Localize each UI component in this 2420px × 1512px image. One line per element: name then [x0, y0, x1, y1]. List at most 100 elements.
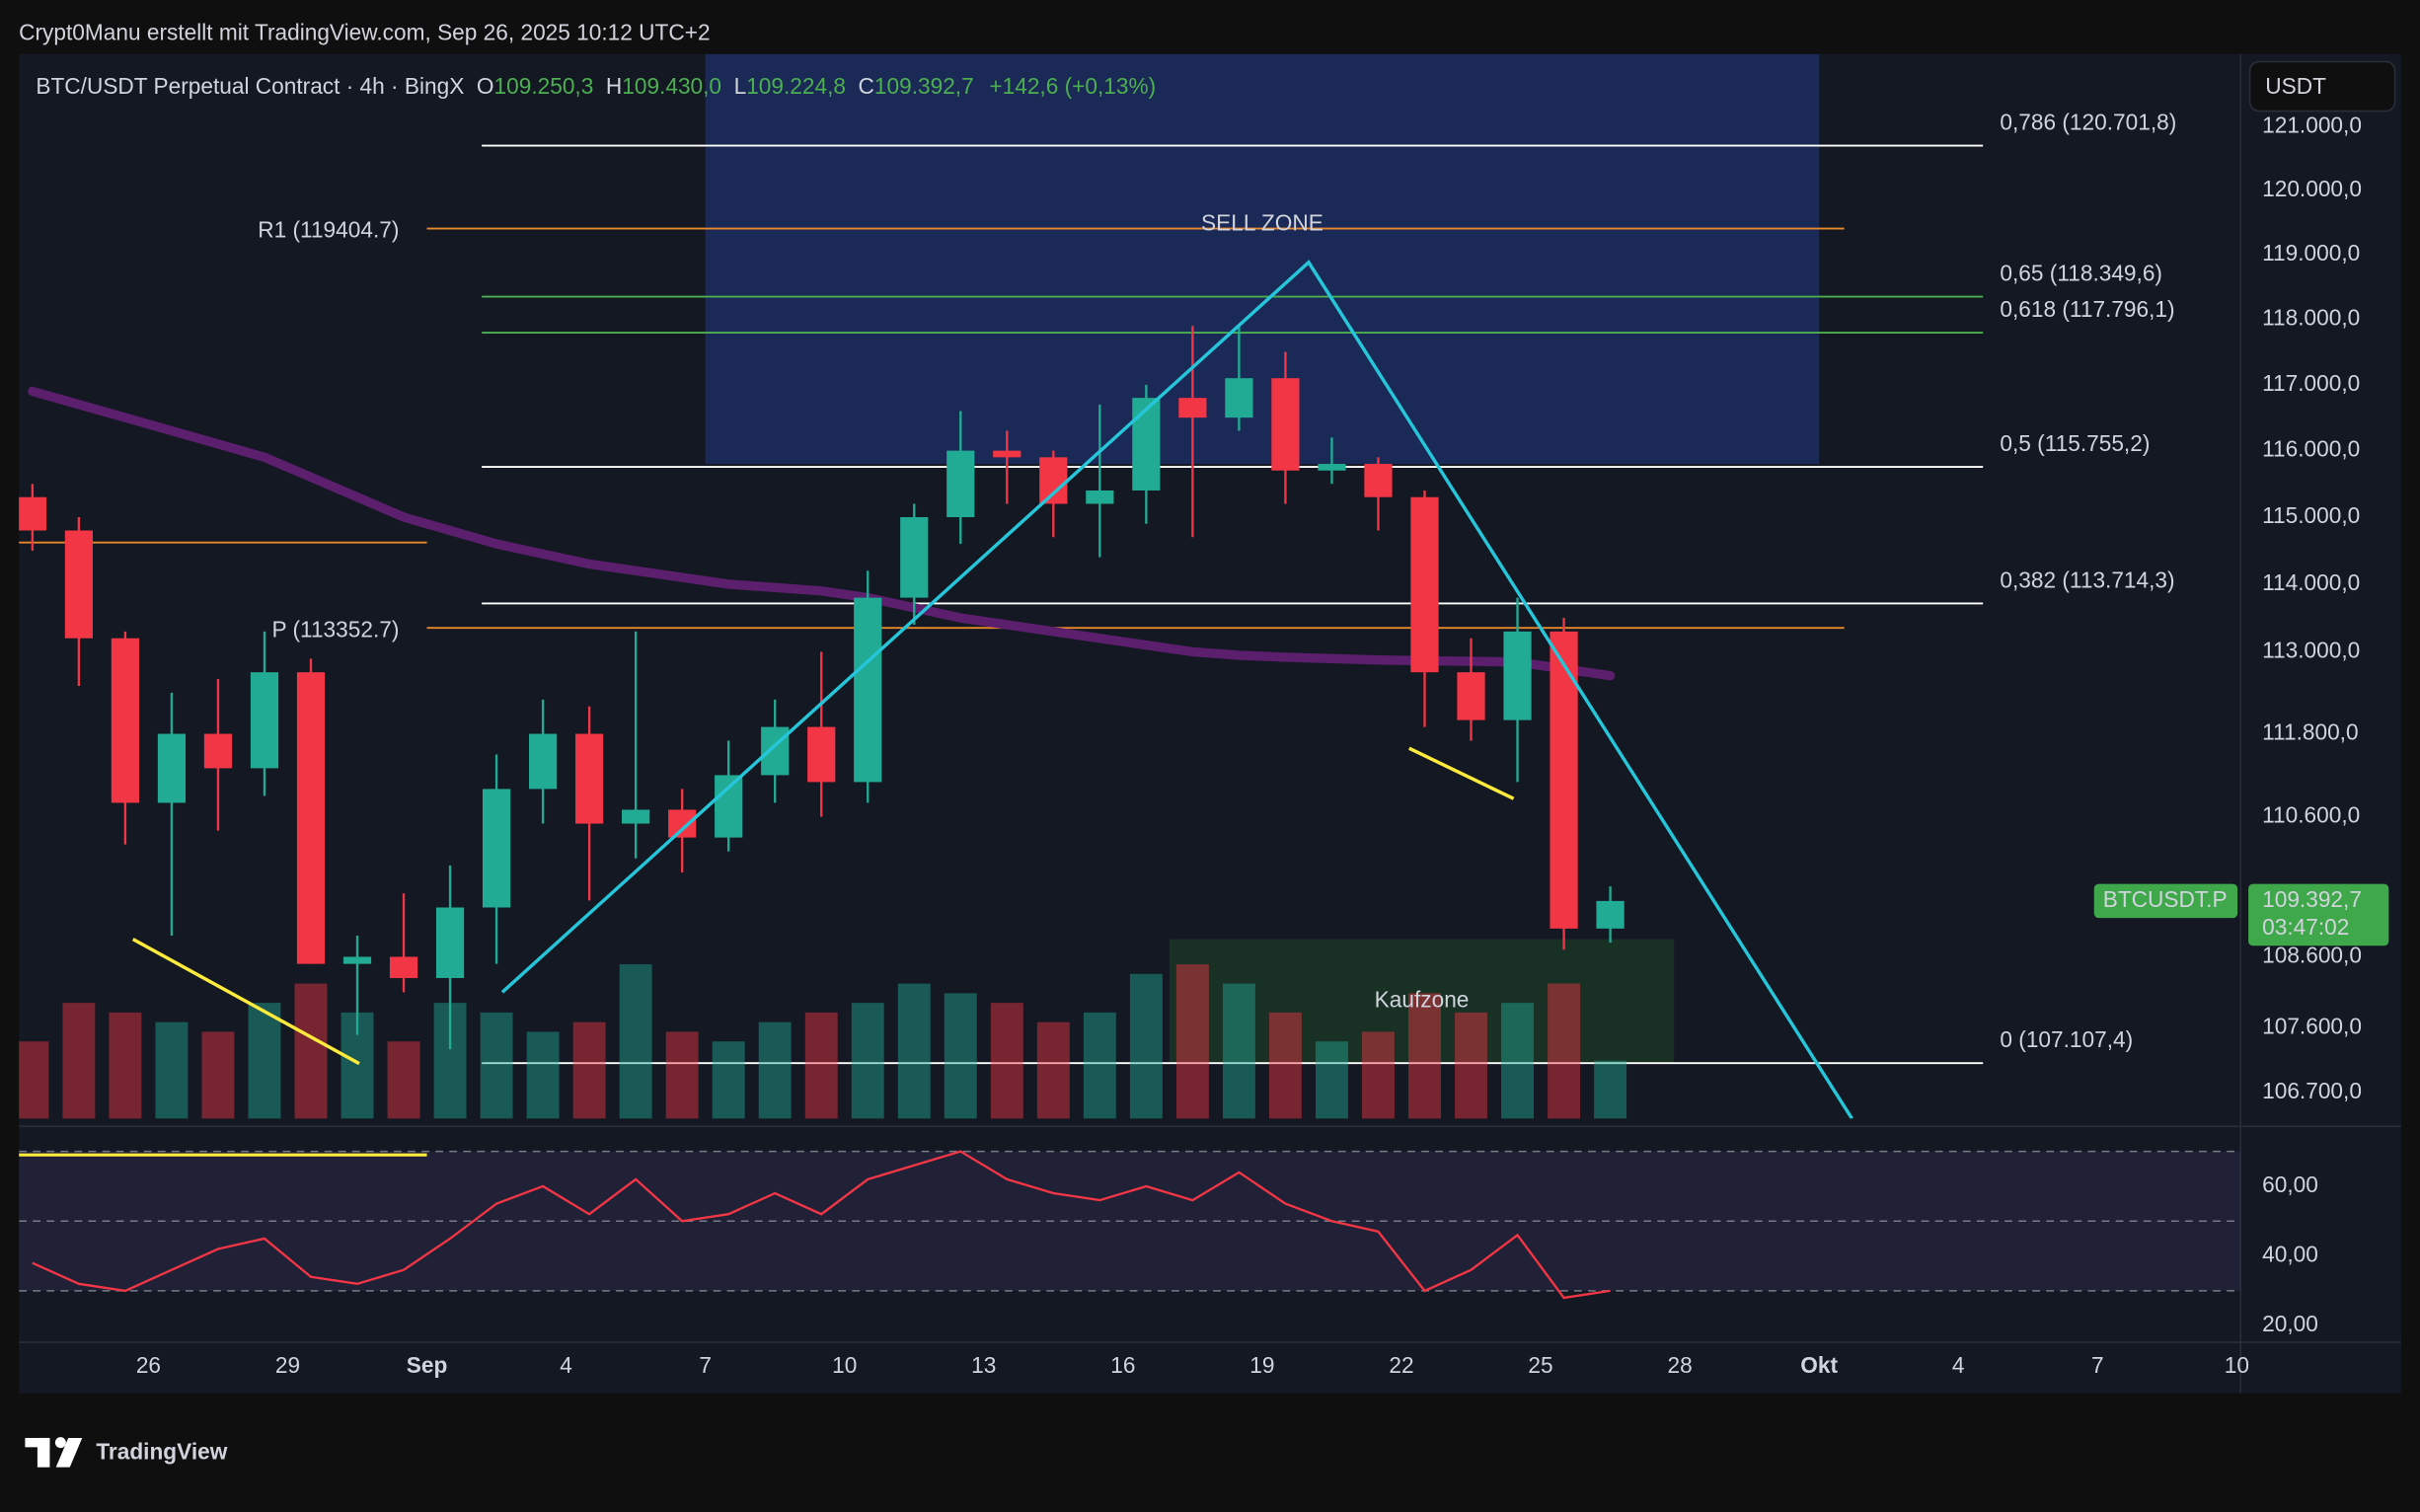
y-tick-label: 108.600,0	[2262, 942, 2362, 967]
fib-label: 0,65 (118.349,6)	[2000, 261, 2162, 286]
price-tag	[2248, 883, 2389, 946]
x-tick-label: Okt	[1800, 1352, 1838, 1378]
rsi-pane	[19, 1150, 2241, 1300]
candle-body	[715, 775, 743, 838]
symbol-label: BTCUSDT.P	[2103, 886, 2228, 912]
volume-bar	[201, 1031, 235, 1119]
volume-bar	[665, 1031, 699, 1119]
volume-bar	[1268, 1012, 1302, 1119]
candle-body	[296, 672, 326, 964]
candle-body	[1596, 900, 1625, 929]
price-label: 109.392,7	[2262, 886, 2362, 912]
currency-box[interactable]	[2248, 60, 2396, 113]
candle-body	[1364, 464, 1393, 497]
currency[interactable]: USDT	[2265, 73, 2326, 99]
x-tick-label: 10	[2225, 1352, 2249, 1378]
brand: TradingView	[96, 1439, 227, 1465]
volume-bar	[1129, 973, 1163, 1119]
volume-bar	[851, 1003, 884, 1119]
candle-body	[528, 733, 558, 790]
volume-bar	[387, 1041, 420, 1119]
volume-bar	[804, 1012, 838, 1119]
y-tick-label: 120.000,0	[2262, 176, 2362, 201]
y-tick-label: 121.000,0	[2262, 112, 2362, 137]
x-tick-label: 19	[1249, 1352, 1274, 1378]
candle-body	[1271, 378, 1300, 471]
zone-label: SELL ZONE	[1201, 210, 1323, 236]
legend-value: 109.224,8	[746, 73, 846, 99]
volume-bar	[1315, 1041, 1348, 1119]
candle-body	[1410, 496, 1439, 673]
pivot-label: P (113352.7)	[272, 616, 400, 642]
volume-bar	[1594, 1060, 1627, 1119]
candle-body	[111, 638, 140, 803]
legend-key: O	[477, 73, 494, 99]
legend-key: L	[734, 73, 747, 99]
volume-bar	[572, 1021, 606, 1119]
x-tick-label: 28	[1667, 1352, 1692, 1378]
y-tick-label: 110.600,0	[2262, 801, 2360, 827]
logo-part	[37, 1437, 50, 1468]
y-tick-label: 111.800,0	[2262, 719, 2358, 745]
x-tick-label: 10	[832, 1352, 857, 1378]
volume-bar	[897, 983, 931, 1119]
volume-bar	[1036, 1021, 1070, 1119]
candle-body	[1550, 631, 1578, 929]
fib-label: 0,382 (113.714,3)	[2000, 567, 2174, 593]
volume-bar	[1362, 1031, 1395, 1119]
x-tick-label: Sep	[407, 1352, 448, 1378]
candle-body	[482, 789, 511, 908]
x-tick-label: 29	[275, 1352, 300, 1378]
volume-bar	[1083, 1012, 1116, 1119]
volume-bar	[990, 1003, 1023, 1119]
countdown: 03:47:02	[2262, 914, 2349, 940]
volume-bar	[944, 993, 977, 1119]
legend-value: 109.392,7	[874, 73, 974, 99]
volume-bar	[1408, 993, 1441, 1119]
x-tick-label: 7	[699, 1352, 712, 1378]
x-tick-label: 22	[1389, 1352, 1413, 1378]
logo-part	[55, 1437, 83, 1468]
volume-bar	[526, 1031, 560, 1119]
volume-bar	[1455, 1012, 1487, 1119]
candle-body	[761, 726, 790, 776]
trendline	[1408, 746, 1515, 800]
candle-body	[993, 450, 1021, 458]
volume-bar	[1548, 983, 1581, 1119]
trendline	[131, 938, 360, 1066]
candle-body	[1503, 631, 1532, 720]
y-tick-label: 116.000,0	[2262, 436, 2360, 462]
rsi-tick-label: 20,00	[2262, 1311, 2318, 1336]
legend-key: C	[859, 73, 874, 99]
brand-logo	[25, 1437, 83, 1468]
y-tick-label: 115.000,0	[2262, 502, 2360, 528]
x-tick-label: 4	[560, 1352, 572, 1378]
candle-body	[389, 956, 418, 978]
legend-value: 109.430,0	[622, 73, 721, 99]
volume-bar	[712, 1041, 745, 1119]
credit: Crypt0Manu erstellt mit TradingView.com,…	[19, 19, 710, 44]
fib-label: 0,618 (117.796,1)	[2000, 296, 2174, 322]
volume-bar	[1222, 983, 1255, 1119]
candle-body	[203, 733, 233, 769]
y-tick-label: 117.000,0	[2262, 370, 2360, 396]
candle-body	[900, 516, 929, 598]
volume-bar	[758, 1021, 792, 1119]
candle-body	[157, 733, 187, 803]
volume-bar	[1501, 1003, 1534, 1119]
candle-body	[1225, 378, 1253, 418]
y-tick-label: 113.000,0	[2262, 637, 2360, 662]
x-tick-label: 25	[1528, 1352, 1552, 1378]
volume-bar	[62, 1003, 96, 1119]
volume-bar	[480, 1012, 513, 1119]
candle-body	[946, 450, 975, 517]
fib-label: 0,786 (120.701,8)	[2000, 110, 2176, 135]
rsi-tick-label: 40,00	[2262, 1242, 2318, 1267]
moving-average	[28, 386, 1616, 681]
x-tick-label: 26	[136, 1352, 161, 1378]
fib-label: 0 (107.107,4)	[2000, 1026, 2133, 1052]
logo-part	[25, 1437, 50, 1448]
candle-body	[1132, 398, 1161, 491]
